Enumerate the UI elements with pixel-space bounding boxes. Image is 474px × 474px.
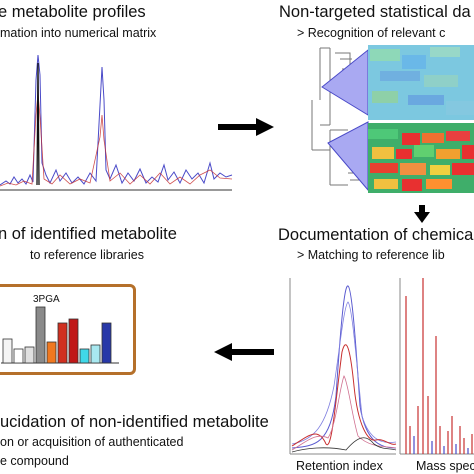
chromatogram-trace-red bbox=[0, 92, 233, 187]
bar bbox=[24, 346, 35, 364]
chromatogram-plot bbox=[0, 54, 233, 191]
retention-index-label: Retention index bbox=[296, 459, 383, 473]
retention-trace-blue bbox=[291, 285, 397, 449]
mass-spec-label: Mass spec bbox=[416, 459, 474, 473]
chromatogram-trace-black bbox=[36, 62, 40, 186]
heatmap-dendrogram bbox=[311, 45, 474, 193]
mass-spectrum-plot bbox=[399, 278, 474, 455]
mass-peaks bbox=[405, 278, 473, 454]
elucidation-line3: e compound bbox=[0, 454, 69, 468]
bar bbox=[35, 306, 46, 364]
arrow-right-icon bbox=[218, 118, 274, 136]
documentation-subtitle: > Matching to reference lib bbox=[297, 248, 445, 262]
statistical-subtitle: > Recognition of relevant c bbox=[297, 26, 446, 40]
documentation-title: Documentation of chemica bbox=[278, 226, 474, 244]
retention-trace-blue-2 bbox=[291, 301, 397, 445]
bar bbox=[101, 322, 112, 364]
bar bbox=[90, 344, 101, 364]
bar bbox=[79, 348, 90, 364]
bar-chart-label: 3PGA bbox=[33, 294, 60, 305]
retention-trace-red bbox=[291, 344, 397, 447]
dendrogram-cluster-lower bbox=[327, 121, 369, 192]
elucidation-line2: on or acquisition of authenticated bbox=[0, 435, 184, 449]
arrow-down-icon bbox=[414, 205, 430, 223]
bar bbox=[57, 322, 68, 364]
arrow-left-icon bbox=[214, 343, 274, 361]
bar bbox=[13, 348, 24, 364]
reference-library-frame: 3PGA bbox=[0, 284, 136, 375]
chromatogram-trace-blue bbox=[0, 54, 233, 186]
heatmap-upper-block bbox=[368, 45, 474, 120]
elucidation-title: ucidation of non-identified metabolite bbox=[0, 413, 269, 431]
profiles-subtitle: mation into numerical matrix bbox=[0, 26, 157, 40]
profiles-title: e metabolite profiles bbox=[0, 3, 146, 21]
identified-title: n of identified metabolite bbox=[0, 225, 177, 243]
bar bbox=[2, 338, 13, 364]
bar bbox=[68, 318, 79, 364]
heatmap-lower-block bbox=[368, 123, 474, 193]
retention-index-plot bbox=[289, 278, 397, 455]
identified-subtitle: to reference libraries bbox=[30, 248, 144, 262]
retention-trace-pink bbox=[291, 375, 397, 451]
dendrogram-cluster-upper bbox=[321, 48, 369, 116]
bar-chart bbox=[1, 306, 119, 364]
statistical-title: Non-targeted statistical da bbox=[279, 3, 471, 21]
bar bbox=[46, 341, 57, 364]
retention-trace-black bbox=[291, 437, 397, 453]
